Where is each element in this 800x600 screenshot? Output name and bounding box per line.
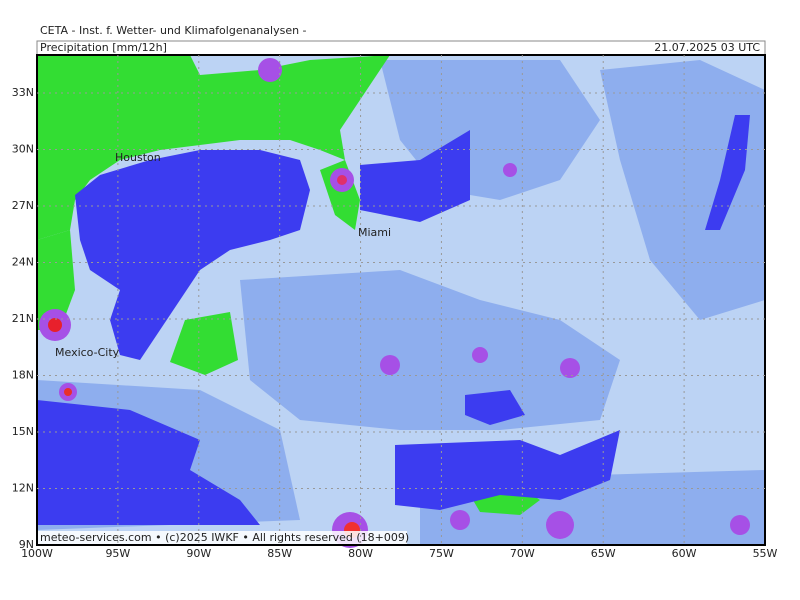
city-label: Mexico-City [55, 346, 120, 359]
city-label: Houston [115, 151, 161, 164]
lat-label: 21N [12, 312, 34, 325]
lat-label: 27N [12, 199, 34, 212]
lon-label: 75W [429, 547, 454, 560]
lon-label: 70W [510, 547, 535, 560]
city-label: Miami [358, 226, 391, 239]
footer-bg [37, 531, 407, 544]
header-title: CETA - Inst. f. Wetter- und Klimafolgena… [40, 24, 307, 37]
map-frame [36, 54, 766, 546]
lon-label: 65W [591, 547, 616, 560]
lat-label: 12N [12, 482, 34, 495]
map-field [37, 55, 765, 548]
lat-label: 15N [12, 425, 34, 438]
lat-label: 33N [12, 86, 34, 99]
lon-label: 95W [105, 547, 130, 560]
lon-label: 90W [186, 547, 211, 560]
lon-label: 80W [348, 547, 373, 560]
lat-label: 18N [12, 369, 34, 382]
parameter: Precipitation [mm/12h] [40, 41, 167, 54]
lat-label: 30N [12, 143, 34, 156]
lon-label: 55W [753, 547, 778, 560]
lon-label: 60W [672, 547, 697, 560]
lon-label: 85W [267, 547, 292, 560]
valid-time: 21.07.2025 03 UTC [654, 41, 760, 54]
lat-label: 24N [12, 256, 34, 269]
footer: meteo-services.com • (c)2025 IWKF • All … [40, 531, 409, 544]
lat-label: 9N [19, 538, 34, 551]
lon-label: 100W [21, 547, 53, 560]
